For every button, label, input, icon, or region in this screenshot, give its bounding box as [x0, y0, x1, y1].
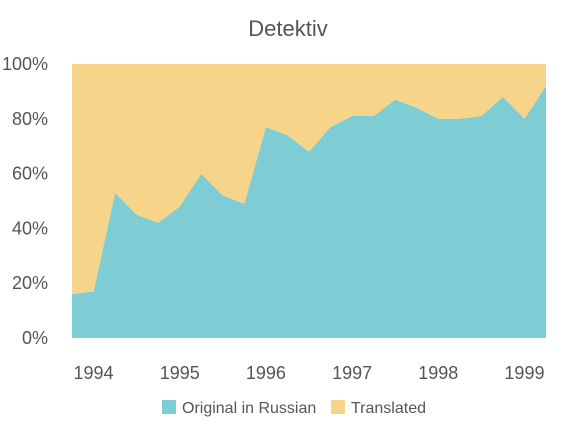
y-tick-label: 40%	[12, 218, 48, 238]
x-axis: 1994 1995 1996 1997 1998 1999	[74, 363, 545, 383]
legend: Original in Russian Translated	[162, 400, 426, 417]
chart-title: Detektiv	[248, 16, 327, 41]
area-translated	[72, 64, 546, 295]
x-tick-label: 1996	[246, 363, 286, 383]
y-tick-label: 100%	[2, 54, 48, 74]
x-tick-label: 1995	[160, 363, 200, 383]
x-tick-label: 1999	[504, 363, 544, 383]
x-tick-label: 1997	[332, 363, 372, 383]
y-tick-label: 20%	[12, 273, 48, 293]
x-tick-label: 1994	[74, 363, 114, 383]
y-tick-label: 0%	[22, 328, 48, 348]
area-original-in-russian	[72, 85, 546, 338]
y-tick-label: 80%	[12, 109, 48, 129]
legend-swatch-translated	[331, 400, 345, 414]
x-tick-label: 1998	[418, 363, 458, 383]
legend-label-translated: Translated	[351, 400, 426, 417]
y-tick-label: 60%	[12, 164, 48, 184]
plot-areas	[72, 64, 546, 338]
legend-swatch-original-in-russian	[162, 400, 176, 414]
legend-label-original-in-russian: Original in Russian	[182, 400, 316, 417]
y-axis: 0% 20% 40% 60% 80% 100%	[2, 54, 48, 348]
